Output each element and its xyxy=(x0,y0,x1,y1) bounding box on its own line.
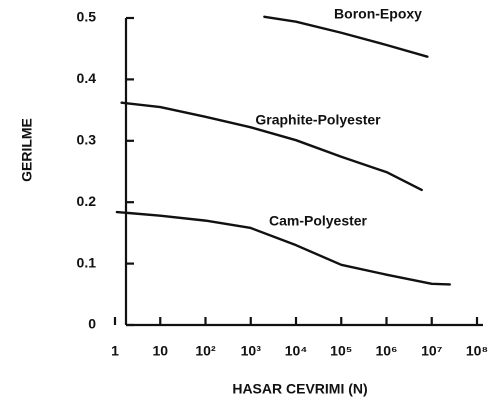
series-line xyxy=(263,15,429,58)
y-tick-label: 0.2 xyxy=(77,193,97,209)
y-axis-label: GERILME xyxy=(19,118,35,182)
x-tick-label: 10 xyxy=(152,343,168,359)
x-tick-label: 10⁴ xyxy=(285,343,308,359)
x-tick-label: 10⁵ xyxy=(330,343,352,359)
y-tick-label: 0.3 xyxy=(77,132,97,148)
y-tick-label: 0.5 xyxy=(77,9,97,25)
x-tick-label: 1 xyxy=(111,343,119,359)
x-axis-label: HASAR CEVRIMI (N) xyxy=(232,381,367,397)
x-tick-label: 10⁶ xyxy=(375,343,397,359)
x-tick-label: 10⁷ xyxy=(421,343,443,359)
x-tick-label: 10² xyxy=(195,343,216,359)
x-tick-label: 10³ xyxy=(241,343,262,359)
series-label: Cam-Polyester xyxy=(269,213,368,229)
x-tick-label: 10⁸ xyxy=(466,343,488,359)
y-tick-label: 0.4 xyxy=(77,70,97,86)
y-tick-label: 0.1 xyxy=(77,254,97,270)
y-tick-label: 0 xyxy=(88,316,96,332)
series-line xyxy=(120,101,423,192)
series-label: Graphite-Polyester xyxy=(255,112,381,128)
series-line xyxy=(115,210,451,286)
series-label: Boron-Epoxy xyxy=(334,6,422,22)
